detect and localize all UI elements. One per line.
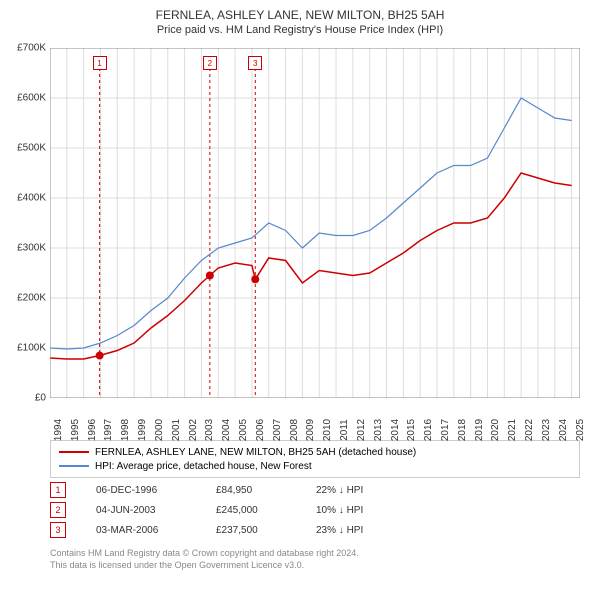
sale-date-1: 06-DEC-1996: [96, 485, 186, 496]
y-tick-label: £300K: [6, 243, 46, 254]
chart-container: FERNLEA, ASHLEY LANE, NEW MILTON, BH25 5…: [0, 0, 600, 590]
legend-swatch-property: [59, 451, 89, 453]
x-tick-label: 2014: [390, 419, 401, 441]
x-tick-label: 2020: [490, 419, 501, 441]
x-tick-label: 2019: [474, 419, 485, 441]
x-tick-label: 2000: [154, 419, 165, 441]
footnote-line2: This data is licensed under the Open Gov…: [50, 560, 359, 572]
x-tick-label: 2004: [221, 419, 232, 441]
sale-row-3: 3 03-MAR-2006 £237,500 23% ↓ HPI: [50, 520, 580, 540]
sale-row-2: 2 04-JUN-2003 £245,000 10% ↓ HPI: [50, 500, 580, 520]
sale-price-2: £245,000: [216, 505, 286, 516]
x-tick-label: 2024: [558, 419, 569, 441]
sale-diff-2: 10% ↓ HPI: [316, 505, 396, 516]
sale-diff-1: 22% ↓ HPI: [316, 485, 396, 496]
x-tick-label: 2017: [440, 419, 451, 441]
x-tick-label: 2016: [423, 419, 434, 441]
x-tick-label: 2022: [524, 419, 535, 441]
sales-table: 1 06-DEC-1996 £84,950 22% ↓ HPI 2 04-JUN…: [50, 480, 580, 540]
chart-svg: [50, 48, 580, 398]
chart-title: FERNLEA, ASHLEY LANE, NEW MILTON, BH25 5…: [0, 0, 600, 22]
y-tick-label: £700K: [6, 43, 46, 54]
chart-marker-3: 3: [248, 56, 262, 70]
x-tick-label: 2012: [356, 419, 367, 441]
x-tick-label: 1995: [70, 419, 81, 441]
y-tick-label: £500K: [6, 143, 46, 154]
x-tick-label: 2010: [322, 419, 333, 441]
chart-subtitle: Price paid vs. HM Land Registry's House …: [0, 22, 600, 36]
chart-marker-1: 1: [93, 56, 107, 70]
chart-marker-2: 2: [203, 56, 217, 70]
y-tick-label: £200K: [6, 293, 46, 304]
sale-diff-3: 23% ↓ HPI: [316, 525, 396, 536]
x-tick-label: 2025: [575, 419, 586, 441]
sale-marker-1: 1: [50, 482, 66, 498]
x-tick-label: 2021: [507, 419, 518, 441]
x-tick-label: 2002: [188, 419, 199, 441]
x-tick-label: 2013: [373, 419, 384, 441]
legend-label-hpi: HPI: Average price, detached house, New …: [95, 461, 312, 472]
sale-row-1: 1 06-DEC-1996 £84,950 22% ↓ HPI: [50, 480, 580, 500]
x-tick-label: 2001: [171, 419, 182, 441]
sale-price-3: £237,500: [216, 525, 286, 536]
footnote-line1: Contains HM Land Registry data © Crown c…: [50, 548, 359, 560]
x-tick-label: 2023: [541, 419, 552, 441]
sale-price-1: £84,950: [216, 485, 286, 496]
y-tick-label: £600K: [6, 93, 46, 104]
legend-item-property: FERNLEA, ASHLEY LANE, NEW MILTON, BH25 5…: [59, 445, 571, 459]
x-tick-label: 2003: [204, 419, 215, 441]
x-tick-label: 1999: [137, 419, 148, 441]
x-tick-label: 2011: [339, 419, 350, 441]
x-tick-label: 1998: [120, 419, 131, 441]
x-tick-label: 2008: [289, 419, 300, 441]
x-tick-label: 2009: [305, 419, 316, 441]
sale-marker-3: 3: [50, 522, 66, 538]
chart-plot-area: [50, 48, 580, 398]
x-tick-label: 2005: [238, 419, 249, 441]
x-tick-label: 1996: [87, 419, 98, 441]
x-tick-label: 2006: [255, 419, 266, 441]
x-tick-label: 1997: [103, 419, 114, 441]
y-tick-label: £100K: [6, 343, 46, 354]
x-tick-label: 1994: [53, 419, 64, 441]
footnote: Contains HM Land Registry data © Crown c…: [50, 548, 359, 571]
sale-marker-2: 2: [50, 502, 66, 518]
legend-swatch-hpi: [59, 465, 89, 467]
x-tick-label: 2015: [406, 419, 417, 441]
sale-date-2: 04-JUN-2003: [96, 505, 186, 516]
legend-label-property: FERNLEA, ASHLEY LANE, NEW MILTON, BH25 5…: [95, 447, 416, 458]
y-tick-label: £0: [6, 393, 46, 404]
legend-item-hpi: HPI: Average price, detached house, New …: [59, 459, 571, 473]
x-tick-label: 2007: [272, 419, 283, 441]
y-tick-label: £400K: [6, 193, 46, 204]
legend: FERNLEA, ASHLEY LANE, NEW MILTON, BH25 5…: [50, 440, 580, 478]
x-tick-label: 2018: [457, 419, 468, 441]
sale-date-3: 03-MAR-2006: [96, 525, 186, 536]
